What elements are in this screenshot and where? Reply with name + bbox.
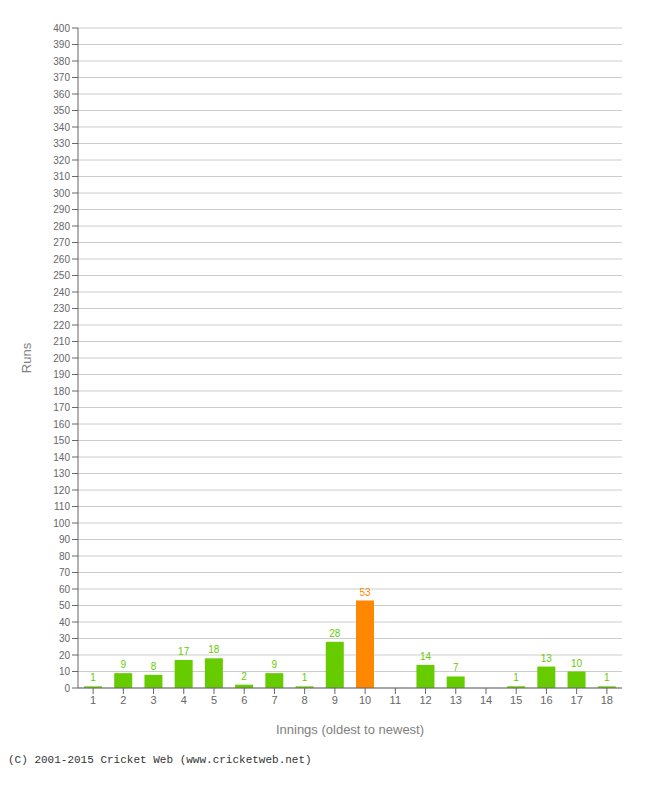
svg-text:17: 17 bbox=[571, 694, 583, 706]
svg-text:60: 60 bbox=[59, 584, 71, 595]
svg-text:20: 20 bbox=[59, 650, 71, 661]
svg-text:5: 5 bbox=[211, 694, 217, 706]
svg-text:290: 290 bbox=[53, 204, 70, 215]
svg-text:17: 17 bbox=[178, 646, 190, 657]
svg-text:310: 310 bbox=[53, 171, 70, 182]
svg-text:330: 330 bbox=[53, 138, 70, 149]
svg-text:390: 390 bbox=[53, 39, 70, 50]
svg-text:Innings (oldest to newest): Innings (oldest to newest) bbox=[276, 722, 424, 737]
svg-text:80: 80 bbox=[59, 551, 71, 562]
svg-text:150: 150 bbox=[53, 435, 70, 446]
svg-text:14: 14 bbox=[480, 694, 492, 706]
svg-text:40: 40 bbox=[59, 617, 71, 628]
svg-text:15: 15 bbox=[510, 694, 522, 706]
svg-text:400: 400 bbox=[53, 23, 70, 34]
svg-text:360: 360 bbox=[53, 89, 70, 100]
svg-text:230: 230 bbox=[53, 303, 70, 314]
svg-text:13: 13 bbox=[450, 694, 462, 706]
svg-text:1: 1 bbox=[513, 672, 519, 683]
svg-text:250: 250 bbox=[53, 270, 70, 281]
svg-text:16: 16 bbox=[540, 694, 552, 706]
svg-text:30: 30 bbox=[59, 633, 71, 644]
svg-text:9: 9 bbox=[332, 694, 338, 706]
svg-text:9: 9 bbox=[272, 659, 278, 670]
svg-text:8: 8 bbox=[302, 694, 308, 706]
svg-text:170: 170 bbox=[53, 402, 70, 413]
svg-text:70: 70 bbox=[59, 567, 71, 578]
svg-text:140: 140 bbox=[53, 452, 70, 463]
svg-text:270: 270 bbox=[53, 237, 70, 248]
svg-text:9: 9 bbox=[120, 659, 126, 670]
svg-text:2: 2 bbox=[241, 671, 247, 682]
svg-text:10: 10 bbox=[59, 666, 71, 677]
svg-text:10: 10 bbox=[359, 694, 371, 706]
svg-text:160: 160 bbox=[53, 419, 70, 430]
svg-text:1: 1 bbox=[302, 672, 308, 683]
svg-text:110: 110 bbox=[54, 501, 70, 512]
svg-text:28: 28 bbox=[329, 628, 341, 639]
svg-text:11: 11 bbox=[390, 694, 401, 706]
svg-text:2: 2 bbox=[120, 694, 126, 706]
svg-text:13: 13 bbox=[541, 653, 553, 664]
svg-text:12: 12 bbox=[419, 694, 431, 706]
svg-text:210: 210 bbox=[53, 336, 70, 347]
svg-text:3: 3 bbox=[150, 694, 156, 706]
svg-text:180: 180 bbox=[53, 386, 70, 397]
svg-text:280: 280 bbox=[53, 221, 70, 232]
svg-text:100: 100 bbox=[53, 518, 70, 529]
svg-text:370: 370 bbox=[53, 72, 70, 83]
svg-text:340: 340 bbox=[53, 122, 70, 133]
svg-text:120: 120 bbox=[53, 485, 70, 496]
svg-text:190: 190 bbox=[53, 369, 70, 380]
svg-text:320: 320 bbox=[53, 155, 70, 166]
svg-text:130: 130 bbox=[53, 468, 70, 479]
svg-text:14: 14 bbox=[420, 651, 432, 662]
svg-text:8: 8 bbox=[151, 661, 157, 672]
svg-text:300: 300 bbox=[53, 188, 70, 199]
svg-text:0: 0 bbox=[64, 683, 70, 694]
svg-text:240: 240 bbox=[53, 287, 70, 298]
svg-text:7: 7 bbox=[453, 662, 459, 673]
svg-text:260: 260 bbox=[53, 254, 70, 265]
html-text:(C) 2001-2015 Cricket Web (www: (C) 2001-2015 Cricket Web (www.cricketwe… bbox=[8, 754, 312, 766]
svg-text:380: 380 bbox=[53, 56, 70, 67]
svg-text:18: 18 bbox=[601, 694, 613, 706]
svg-text:18: 18 bbox=[208, 644, 220, 655]
svg-text:50: 50 bbox=[59, 600, 71, 611]
svg-text:Runs: Runs bbox=[19, 342, 34, 373]
svg-text:4: 4 bbox=[181, 694, 187, 706]
svg-text:350: 350 bbox=[53, 105, 70, 116]
svg-text:53: 53 bbox=[359, 587, 371, 598]
svg-text:10: 10 bbox=[571, 658, 583, 669]
svg-text:1: 1 bbox=[604, 672, 610, 683]
svg-text:220: 220 bbox=[53, 320, 70, 331]
svg-text:200: 200 bbox=[53, 353, 70, 364]
svg-text:1: 1 bbox=[90, 672, 96, 683]
svg-text:6: 6 bbox=[241, 694, 247, 706]
svg-text:90: 90 bbox=[59, 534, 71, 545]
svg-text:1: 1 bbox=[90, 694, 96, 706]
svg-text:7: 7 bbox=[271, 694, 277, 706]
